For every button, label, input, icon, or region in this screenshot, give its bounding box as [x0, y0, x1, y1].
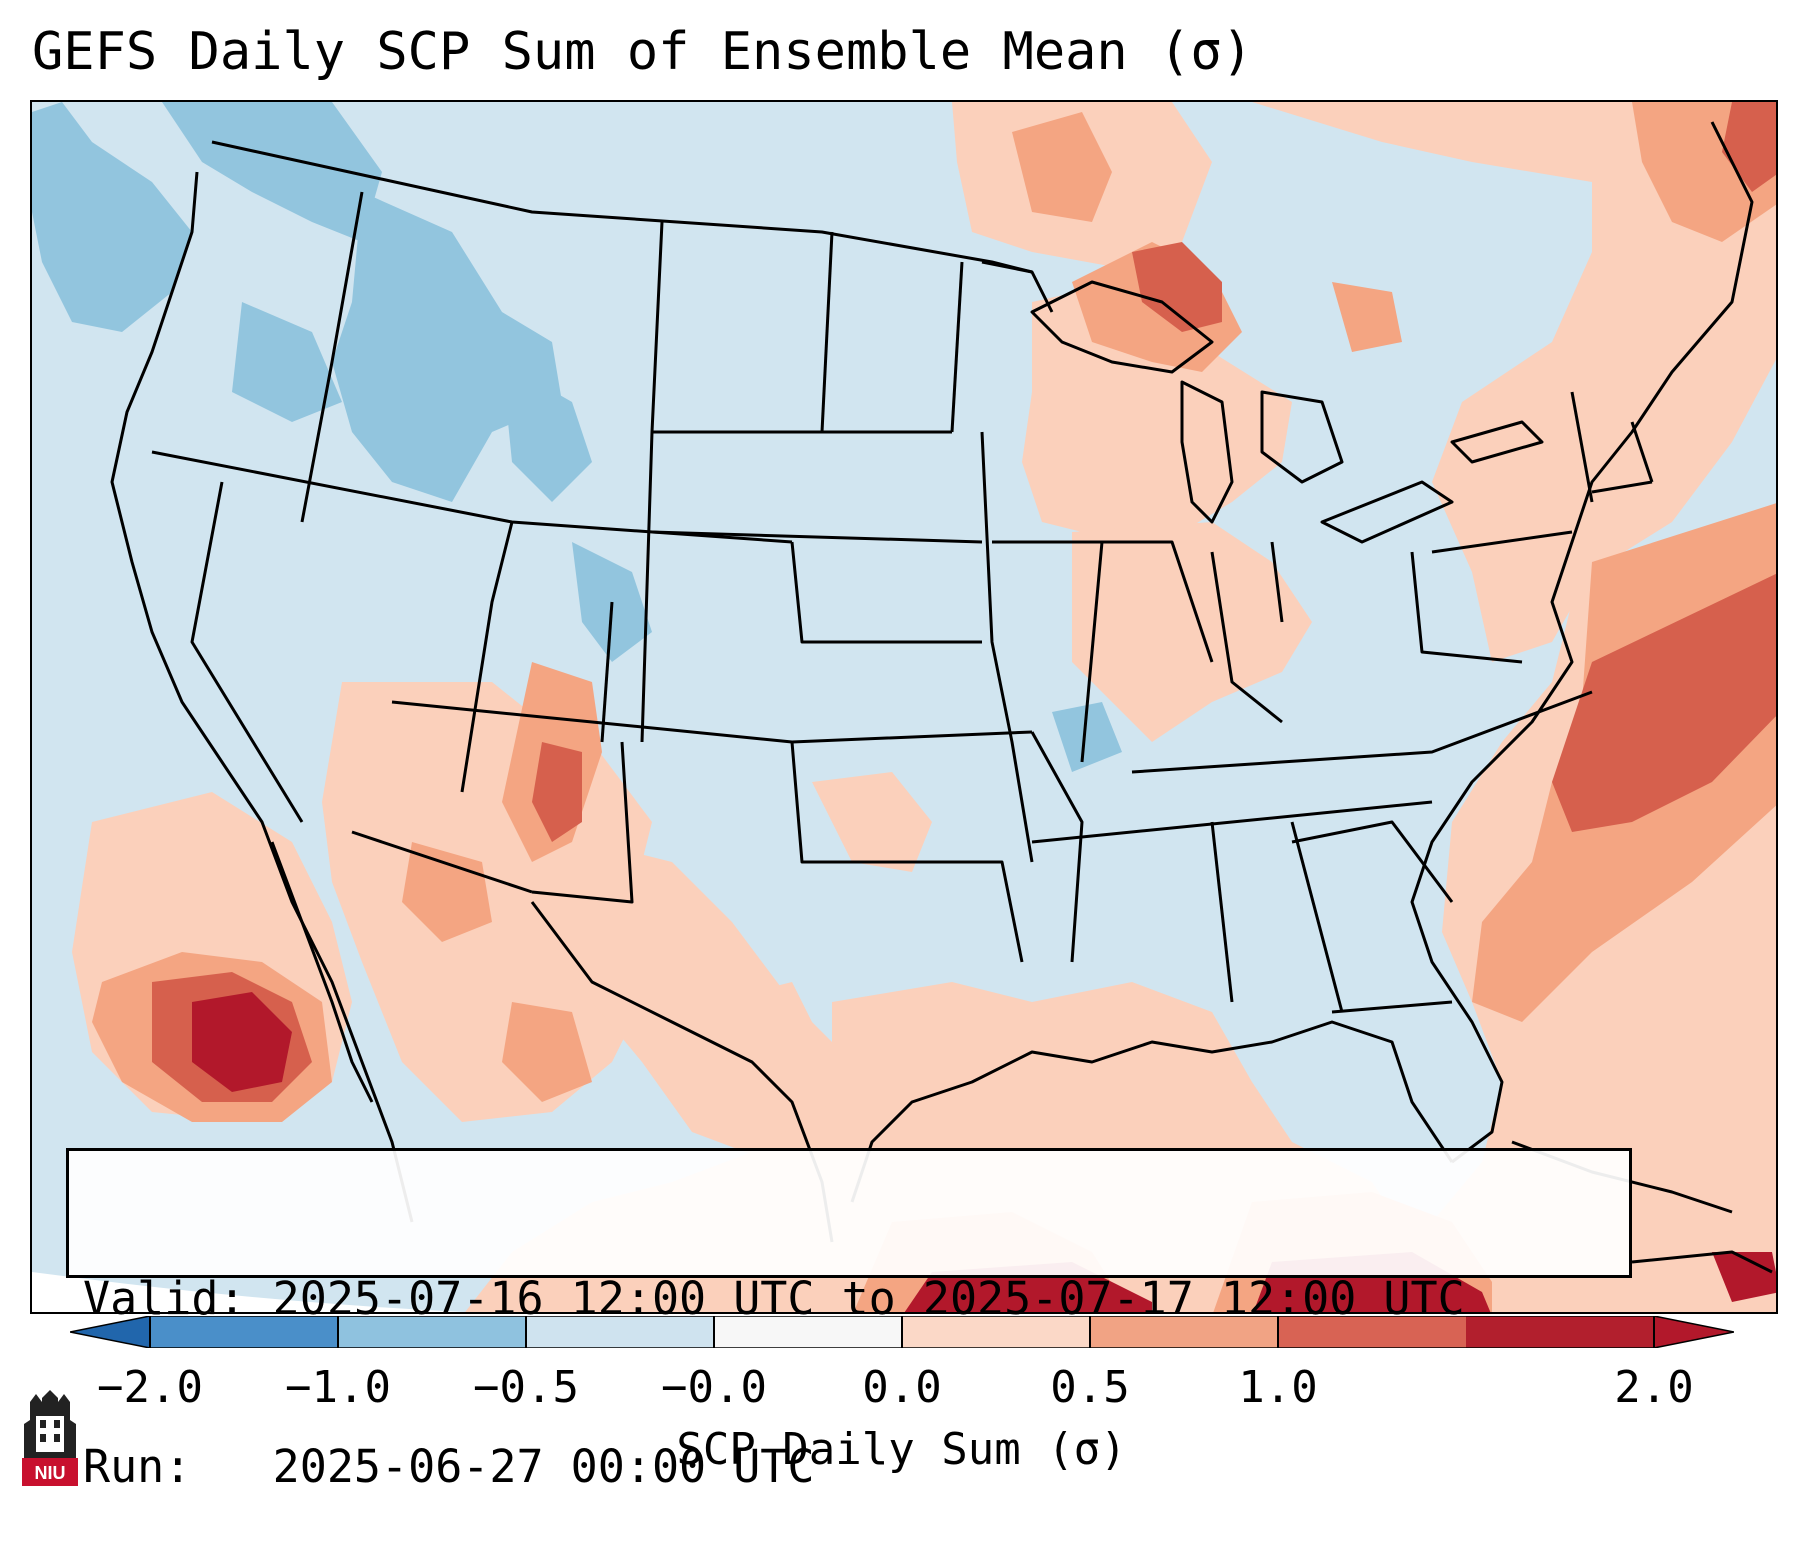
colorbar-tick-label: −0.5 [473, 1362, 579, 1413]
lake-michigan [1180, 380, 1234, 524]
colorbar-under-arrow [70, 1316, 151, 1348]
colorbar-segment [1090, 1316, 1279, 1348]
colorbar-label: SCP Daily Sum (σ) [676, 1424, 1127, 1475]
baja-coast [270, 841, 374, 1103]
colorbar-segment [526, 1316, 715, 1348]
lake-ontario [1450, 420, 1544, 464]
west-coastline [110, 171, 414, 1223]
colorbar-tick-label: −1.0 [285, 1362, 391, 1413]
niu-logo-text: NIU [35, 1463, 66, 1483]
colorbar-tick-label: 2.0 [1614, 1362, 1694, 1413]
east-coastline [1410, 121, 1754, 1164]
colorbar-segment [1278, 1316, 1467, 1348]
map-title: GEFS Daily SCP Sum of Ensemble Mean (σ) [32, 22, 1253, 82]
hispaniola-outline [1631, 1250, 1773, 1274]
colorbar-segment [338, 1316, 527, 1348]
colorbar-tick-label: 0.5 [1050, 1362, 1130, 1413]
colorbar-segment [1466, 1316, 1655, 1348]
niu-logo: NIU [22, 1390, 78, 1486]
colorbar [70, 1316, 1734, 1348]
colorbar-tick-label: −0.0 [661, 1362, 767, 1413]
valid-run-info-box: Valid: 2025-07-16 12:00 UTC to 2025-07-1… [66, 1148, 1632, 1493]
colorbar-segment [902, 1316, 1091, 1348]
projection-edge [32, 1272, 465, 1312]
gulf-coastline [850, 1020, 1454, 1203]
lake-huron [1260, 390, 1344, 484]
lake-erie [1320, 480, 1454, 544]
colorbar-tick-label: 1.0 [1238, 1362, 1318, 1413]
colorbar-segment [714, 1316, 903, 1348]
map-panel [30, 100, 1778, 1314]
colorbar-tick-label: 0.0 [862, 1362, 942, 1413]
run-time-text: Run: 2025-06-27 00:00 UTC [83, 1440, 815, 1493]
colorbar-segment [150, 1316, 339, 1348]
lake-superior [1030, 280, 1214, 374]
map-canvas [32, 102, 1776, 1312]
colorbar-tick-label: −2.0 [97, 1362, 203, 1413]
colorbar-over-arrow [1653, 1316, 1734, 1348]
negative-regions [32, 102, 1122, 772]
